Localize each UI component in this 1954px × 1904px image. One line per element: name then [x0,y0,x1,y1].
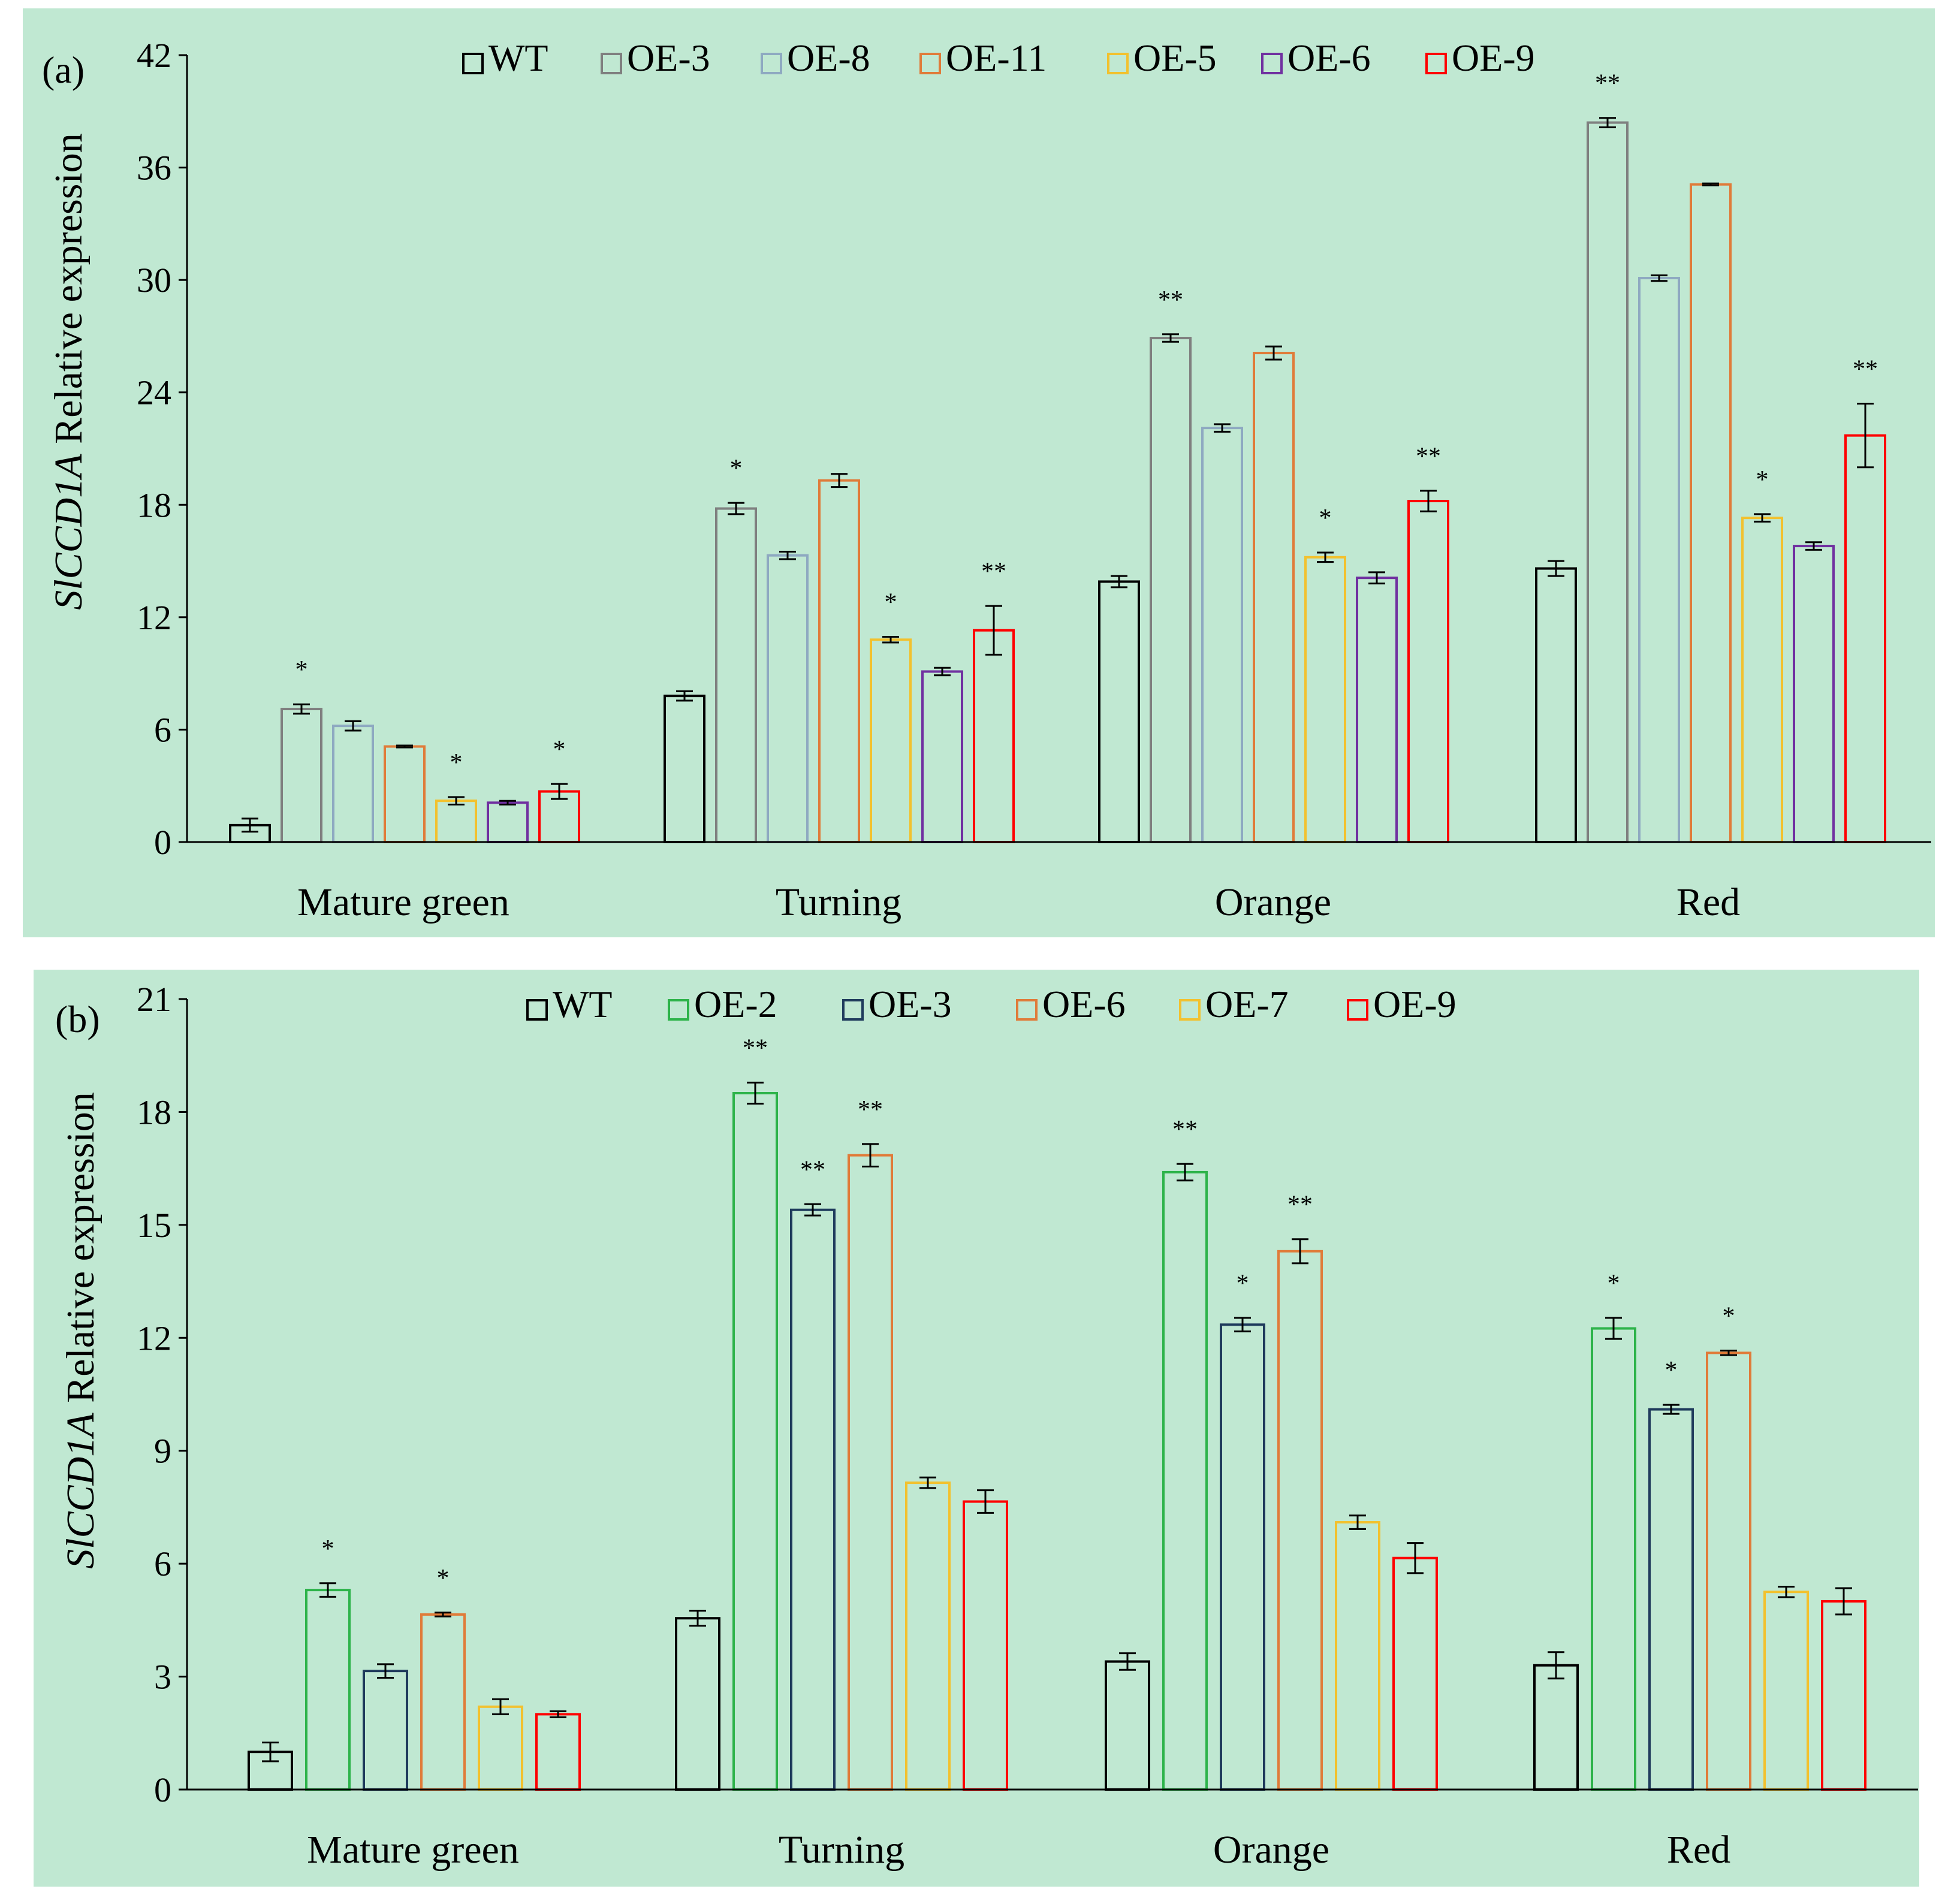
panel-a-legend-swatch [761,53,782,74]
panel-b-significance-mark: ** [1172,1116,1198,1143]
panel-b-y-tick-label: 12 [137,1318,171,1357]
panel-a-legend-swatch [1107,53,1129,74]
panel-b-y-tick-label: 0 [154,1770,171,1809]
panel-b-category-label: Turning [779,1828,904,1872]
panel-b-significance-mark: * [1608,1270,1620,1298]
panel-b-y-tick-label: 15 [137,1206,171,1245]
panel-a-y-tick-label: 30 [137,261,171,300]
panel-b-significance-mark: ** [858,1096,883,1124]
panel-a-label: (a) [42,49,85,91]
panel-b-legend-label: WT [553,983,613,1025]
panel-a-legend-swatch [1261,53,1283,74]
panel-a-significance-mark: * [553,736,566,764]
panel-b-legend-swatch [668,999,689,1021]
panel-a-legend-label: OE-9 [1452,37,1535,79]
panel-a-y-axis-label-gene: SlCCD1A [47,454,91,610]
panel-a-legend-label: OE-5 [1133,37,1217,79]
panel-a-legend-swatch [601,53,622,74]
panel-a-background [23,8,1935,937]
panel-b-significance-mark: ** [800,1156,825,1184]
panel-a-y-tick-label: 0 [154,823,171,862]
panel-b-legend-swatch [526,999,548,1021]
panel-a-significance-mark: ** [1158,286,1183,314]
panel-b-y-tick-label: 3 [154,1658,171,1697]
panel-b-y-tick-label: 9 [154,1432,171,1471]
panel-a-category-label: Mature green [297,880,509,924]
panel-b-category-label: Red [1667,1828,1730,1872]
panel-a-significance-mark: ** [1416,443,1441,470]
panel-a-significance-mark: ** [981,558,1006,586]
panel-b-legend-label: OE-2 [694,983,777,1025]
panel-a-significance-mark: ** [1595,70,1620,98]
panel-a-y-tick-label: 18 [137,485,171,524]
panel-a-significance-mark: * [730,455,743,482]
panel-a: (a) SlCCD1A Relative expression WT OE-3 OE… [23,8,1935,937]
panel-b-label: (b) [55,998,100,1040]
panel-a-significance-mark: * [295,656,308,684]
panel-a-significance-mark: * [885,589,897,617]
panel-b-category-label: Mature green [307,1828,519,1872]
panel-b-y-axis-label-gene: SlCCD1A [59,1413,102,1569]
panel-a-legend-label: OE-8 [787,37,870,79]
panel-b-legend-swatch [1347,999,1368,1021]
panel-b: (b) SlCCD1A Relative expression WT OE-2 OE… [34,970,1919,1887]
panel-a-legend-label: WT [488,37,548,79]
panel-b-legend-label: OE-6 [1042,983,1126,1025]
panel-a-y-tick-label: 36 [137,149,171,188]
panel-b-significance-mark: ** [743,1034,768,1062]
panel-a-legend-swatch [1425,53,1447,74]
panel-b-significance-mark: * [1237,1270,1249,1298]
panel-a-significance-mark: * [1756,466,1769,494]
panel-a-y-tick-label: 6 [154,710,171,749]
panel-a-significance-mark: ** [1853,355,1878,383]
panel-b-legend-swatch [842,999,864,1021]
panel-b-y-ticks: 0 3 6 9 12 15 18 21 [137,980,187,1809]
panel-a-y-tick-label: 42 [137,36,171,75]
panel-a-y-axis-label: SlCCD1A Relative expression [47,133,91,610]
panel-b-significance-mark: * [437,1565,450,1592]
panel-b-y-tick-label: 21 [137,980,171,1019]
panel-a-y-axis-label-text: Relative expression [47,133,91,454]
panel-a-legend: WT OE-3 OE-8 OE-11 OE-5 OE-6 OE-9 [462,37,1535,79]
panel-a-legend-label: OE-11 [946,37,1047,79]
panel-a-legend-label: OE-6 [1287,37,1371,79]
panel-b-background [34,970,1919,1887]
panel-b-significance-mark: * [1723,1303,1735,1330]
panel-a-y-tick-label: 12 [137,598,171,637]
panel-b-legend-swatch [1016,999,1038,1021]
panel-b-category-label: Orange [1213,1828,1329,1872]
panel-b-significance-mark: ** [1287,1191,1313,1219]
panel-b-legend-swatch [1179,999,1201,1021]
panel-a-significance-mark: * [450,749,463,777]
panel-b-y-axis-label-text: Relative expression [59,1092,102,1413]
panel-a-legend-label: OE-3 [627,37,710,79]
panel-b-significance-mark: * [322,1535,334,1563]
panel-b-legend-label: OE-7 [1205,983,1289,1025]
panel-a-significance-mark: * [1319,505,1332,532]
panel-b-y-tick-label: 6 [154,1544,171,1583]
panel-a-y-tick-label: 24 [137,373,171,412]
panel-a-category-label: Turning [776,880,901,924]
panel-b-legend-label: OE-3 [869,983,952,1025]
panel-b-legend-label: OE-9 [1373,983,1457,1025]
panel-b-legend: WT OE-2 OE-3 OE-6 OE-7 OE-9 [526,983,1457,1025]
panel-b-significance-mark: * [1665,1357,1678,1384]
panel-b-category-labels: Mature green Turning Orange Red [307,1828,1730,1872]
panel-a-y-ticks: 0 6 12 18 24 30 36 42 [137,36,187,862]
panel-a-legend-swatch [919,53,941,74]
panel-a-legend-swatch [462,53,484,74]
panel-b-y-tick-label: 18 [137,1093,171,1131]
panel-a-category-labels: Mature green Turning Orange Red [297,880,1740,924]
panel-a-category-label: Red [1676,880,1740,924]
panel-a-category-label: Orange [1215,880,1331,924]
panel-b-y-axis-label: SlCCD1A Relative expression [59,1092,102,1569]
